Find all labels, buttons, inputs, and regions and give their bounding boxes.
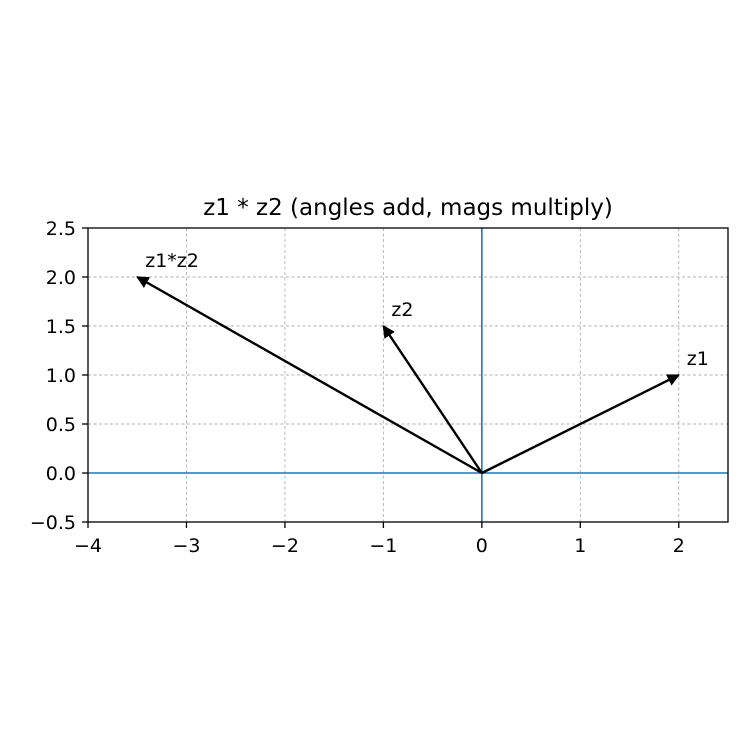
x-tick-label: −3 xyxy=(172,535,200,557)
y-tick-label: 2.0 xyxy=(46,267,76,289)
x-tick-label: 0 xyxy=(476,535,488,557)
x-tick-label: −1 xyxy=(369,535,397,557)
vector-arrow xyxy=(136,275,483,475)
x-tick-label: 1 xyxy=(574,535,586,557)
vector-arrow xyxy=(382,324,483,474)
axis-ticks: −4 −3 −2 −1 0 1 2 −0.5 0.0 0.5 1.0 1.5 2.0 2.5 xyxy=(30,218,685,557)
vectors: z1 z2 z1*z2 xyxy=(136,250,709,475)
vector-arrow xyxy=(481,373,680,475)
y-tick-label: 2.5 xyxy=(46,218,76,240)
grid xyxy=(87,227,728,523)
y-tick-label: 1.0 xyxy=(46,365,76,387)
vector-label: z1 xyxy=(687,348,709,370)
y-tick-label: 0.0 xyxy=(46,463,76,485)
y-tick-label: −0.5 xyxy=(30,512,76,534)
x-tick-label: −2 xyxy=(271,535,299,557)
vector-label: z2 xyxy=(391,299,413,321)
y-tick-label: 0.5 xyxy=(46,414,76,436)
y-tick-label: 1.5 xyxy=(46,316,76,338)
chart-title: z1 * z2 (angles add, mags multiply) xyxy=(203,195,613,221)
x-tick-label: −4 xyxy=(74,535,102,557)
x-tick-label: 2 xyxy=(673,535,685,557)
vector-label: z1*z2 xyxy=(145,250,199,272)
